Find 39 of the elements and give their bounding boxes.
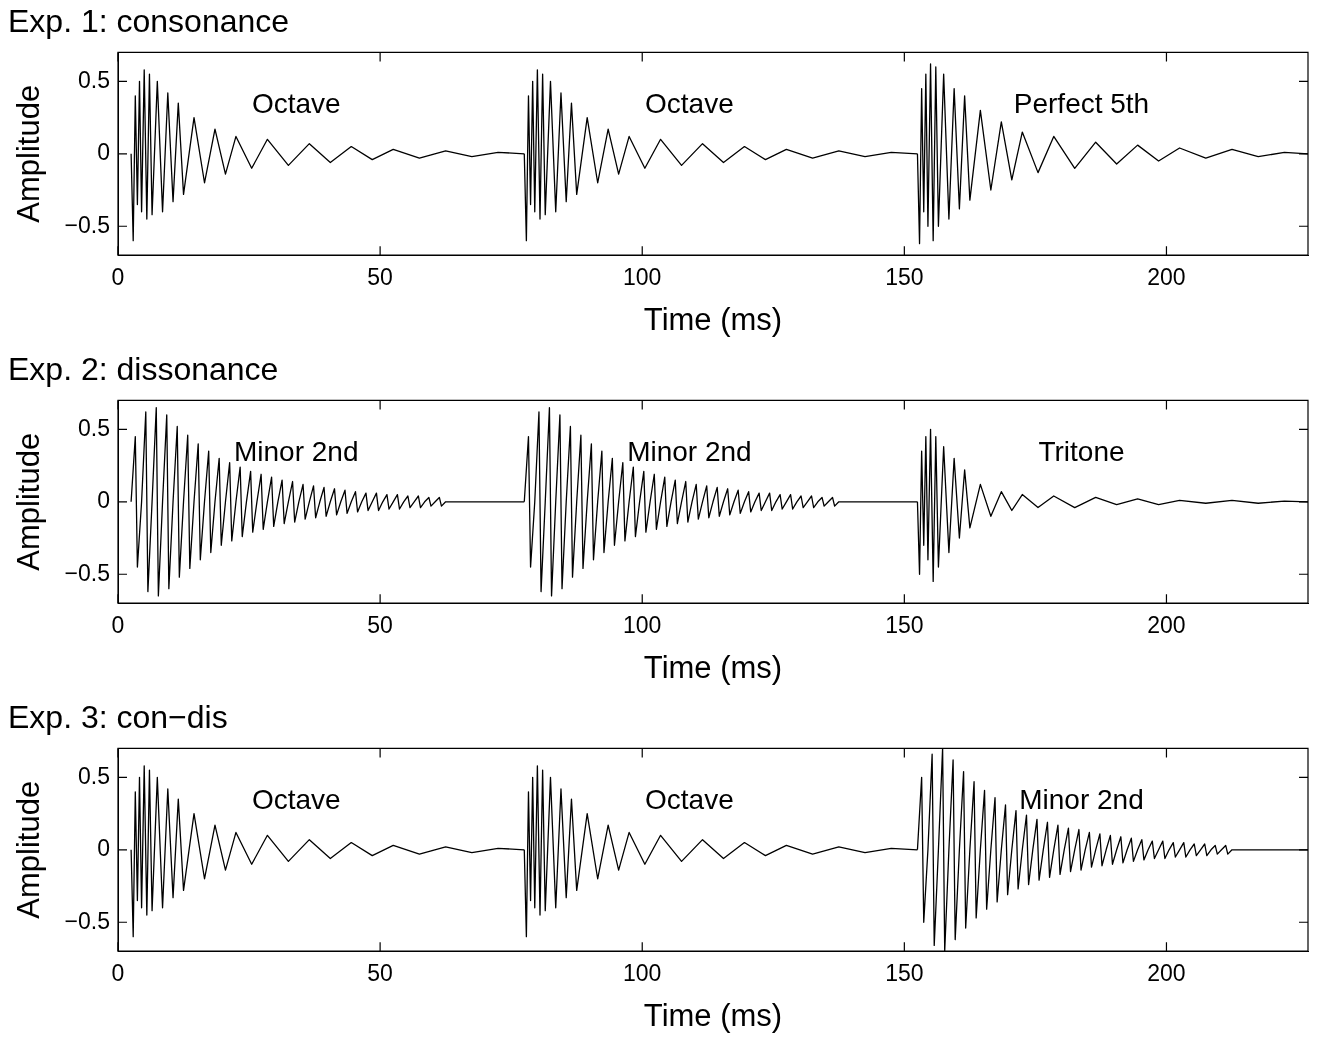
- annotation: Minor 2nd: [233, 435, 359, 467]
- x-axis-title: Time (ms): [643, 649, 783, 685]
- x-tick-label: 100: [623, 264, 662, 291]
- y-tick-label: 0.5: [78, 66, 110, 93]
- y-tick-label: 0.5: [78, 414, 110, 441]
- annotation: Minor 2nd: [1019, 783, 1144, 815]
- annotation: Octave: [251, 783, 341, 815]
- y-tick-label: −0.5: [64, 907, 110, 934]
- annotation: Perfect 5th: [1013, 87, 1150, 119]
- y-tick-label: −0.5: [64, 211, 110, 238]
- chart-title: Exp. 1: consonance: [8, 3, 290, 40]
- y-tick-label: 0: [97, 139, 110, 166]
- y-tick-label: 0.5: [78, 762, 110, 789]
- x-tick-label: 100: [623, 612, 662, 639]
- x-tick-label: 200: [1147, 612, 1186, 639]
- annotation: Octave: [645, 783, 734, 815]
- x-tick-label: 150: [885, 960, 924, 987]
- annotation: Octave: [251, 87, 341, 119]
- y-axis-title: Amplitude: [11, 780, 47, 919]
- x-tick-label: 50: [367, 264, 393, 291]
- y-tick-label: 0: [97, 835, 110, 862]
- y-tick-label: 0: [97, 487, 110, 514]
- y-axis-title: Amplitude: [11, 84, 47, 223]
- chart-title: Exp. 3: con−dis: [8, 699, 228, 736]
- x-tick-label: 150: [885, 264, 924, 291]
- x-tick-label: 50: [367, 612, 393, 639]
- x-tick-label: 200: [1147, 264, 1186, 291]
- annotation: Octave: [645, 87, 734, 119]
- annotation: Tritone: [1038, 435, 1125, 467]
- x-tick-label: 200: [1147, 960, 1186, 987]
- annotation: Minor 2nd: [627, 435, 752, 467]
- y-axis-title: Amplitude: [11, 432, 47, 571]
- y-tick-label: −0.5: [64, 559, 110, 586]
- x-tick-label: 150: [885, 612, 924, 639]
- chart-title: Exp. 2: dissonance: [8, 351, 279, 388]
- x-tick-label: 100: [623, 960, 662, 987]
- x-axis-title: Time (ms): [643, 997, 783, 1033]
- x-tick-label: 50: [367, 960, 393, 987]
- x-axis-title: Time (ms): [643, 301, 783, 337]
